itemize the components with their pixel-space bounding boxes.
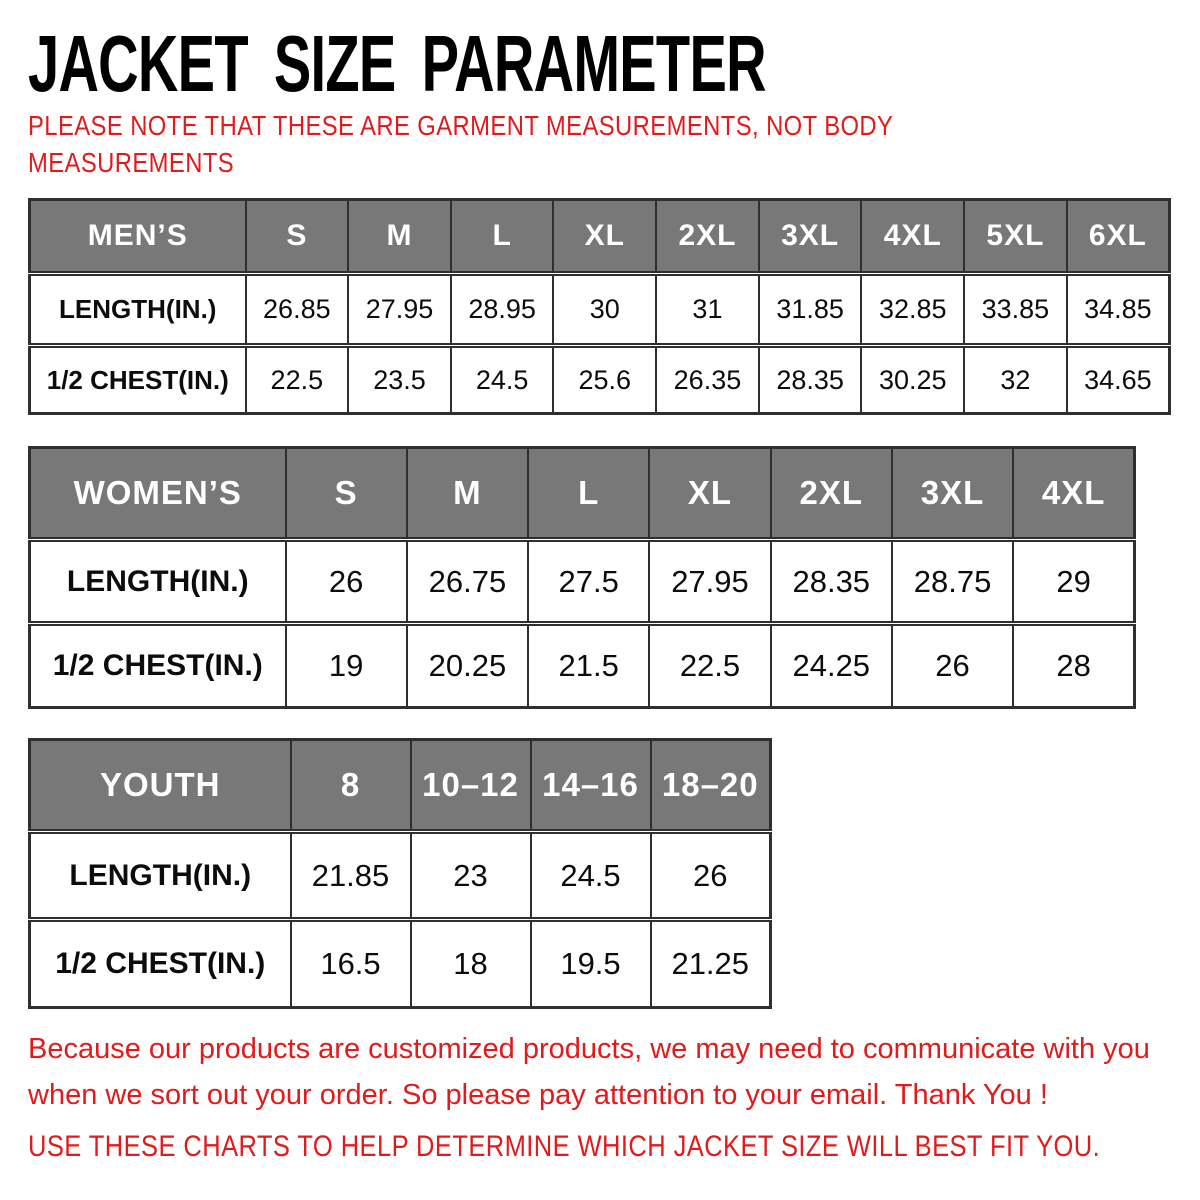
- value-cell: 24.25: [769, 621, 893, 709]
- header-cell: 14–16: [529, 738, 652, 833]
- header-cell: 10–12: [409, 738, 532, 833]
- value-cell: 27.95: [648, 537, 772, 625]
- header-cell: 18–20: [649, 738, 772, 833]
- womens-header-row: WOMEN’S S M L XL 2XL 3XL 4XL: [28, 446, 1136, 541]
- value-cell: 28.95: [449, 271, 555, 347]
- header-cell: XL: [552, 198, 658, 275]
- value-cell: 26: [649, 829, 772, 921]
- header-cell: M: [405, 446, 530, 541]
- mens-size-table: MEN’S S M L XL 2XL 3XL 4XL 5XL 6XL LENGT…: [28, 198, 1171, 415]
- value-cell: 27.5: [527, 537, 651, 625]
- value-cell: 33.85: [963, 271, 1068, 347]
- value-cell: 34.65: [1065, 343, 1171, 415]
- row-label: 1/2 CHEST(IN.): [28, 917, 292, 1009]
- header-cell: L: [449, 198, 555, 275]
- value-cell: 28.75: [890, 537, 1015, 625]
- value-cell: 24.5: [449, 343, 555, 415]
- header-cell: M: [347, 198, 452, 275]
- header-cell: 6XL: [1065, 198, 1171, 275]
- table-row: LENGTH(IN.) 21.85 23 24.5 26: [28, 829, 772, 921]
- value-cell: 23: [409, 829, 532, 921]
- value-cell: 28.35: [769, 537, 893, 625]
- value-cell: 20.25: [405, 621, 530, 709]
- row-label: LENGTH(IN.): [28, 537, 287, 625]
- value-cell: 22.5: [244, 343, 350, 415]
- value-cell: 31: [655, 271, 760, 347]
- value-cell: 26.85: [244, 271, 350, 347]
- value-cell: 21.25: [649, 917, 772, 1009]
- value-cell: 31.85: [757, 271, 863, 347]
- header-cell: MEN’S: [28, 198, 247, 275]
- value-cell: 21.85: [289, 829, 412, 921]
- value-cell: 26: [284, 537, 408, 625]
- header-cell: 2XL: [655, 198, 760, 275]
- value-cell: 26: [890, 621, 1015, 709]
- value-cell: 26.35: [655, 343, 760, 415]
- value-cell: 22.5: [648, 621, 772, 709]
- value-cell: 18: [409, 917, 532, 1009]
- youth-size-table: YOUTH 8 10–12 14–16 18–20 LENGTH(IN.) 21…: [28, 738, 772, 1009]
- header-cell: S: [284, 446, 408, 541]
- value-cell: 30.25: [860, 343, 966, 415]
- header-cell: 8: [289, 738, 412, 833]
- fit-instruction: USE THESE CHARTS TO HELP DETERMINE WHICH…: [28, 1130, 1101, 1163]
- header-cell: 3XL: [757, 198, 863, 275]
- header-cell: 5XL: [963, 198, 1068, 275]
- header-cell: WOMEN’S: [28, 446, 287, 541]
- header-cell: S: [244, 198, 350, 275]
- mens-header-row: MEN’S S M L XL 2XL 3XL 4XL 5XL 6XL: [28, 198, 1171, 275]
- youth-header-row: YOUTH 8 10–12 14–16 18–20: [28, 738, 772, 833]
- header-cell: 2XL: [769, 446, 893, 541]
- value-cell: 25.6: [552, 343, 658, 415]
- page-title: JACKET SIZE PARAMETER: [28, 19, 767, 108]
- row-label: LENGTH(IN.): [28, 829, 292, 921]
- value-cell: 23.5: [347, 343, 452, 415]
- value-cell: 28.35: [757, 343, 863, 415]
- value-cell: 16.5: [289, 917, 412, 1009]
- value-cell: 24.5: [529, 829, 652, 921]
- table-row: 1/2 CHEST(IN.) 19 20.25 21.5 22.5 24.25 …: [28, 621, 1136, 709]
- value-cell: 32.85: [860, 271, 966, 347]
- womens-size-table: WOMEN’S S M L XL 2XL 3XL 4XL LENGTH(IN.)…: [28, 446, 1136, 709]
- table-row: 1/2 CHEST(IN.) 16.5 18 19.5 21.25: [28, 917, 772, 1009]
- value-cell: 26.75: [405, 537, 530, 625]
- customization-notice: Because our products are customized prod…: [28, 1033, 1150, 1112]
- value-cell: 29: [1012, 537, 1136, 625]
- garment-measurement-note: PLEASE NOTE THAT THESE ARE GARMENT MEASU…: [28, 110, 893, 178]
- value-cell: 34.85: [1065, 271, 1171, 347]
- value-cell: 28: [1012, 621, 1136, 709]
- header-cell: L: [527, 446, 651, 541]
- row-label: 1/2 CHEST(IN.): [28, 621, 287, 709]
- value-cell: 19: [284, 621, 408, 709]
- row-label: LENGTH(IN.): [28, 271, 247, 347]
- header-cell: 4XL: [1012, 446, 1136, 541]
- value-cell: 30: [552, 271, 658, 347]
- header-cell: XL: [648, 446, 772, 541]
- header-cell: 3XL: [890, 446, 1015, 541]
- table-row: LENGTH(IN.) 26.85 27.95 28.95 30 31 31.8…: [28, 271, 1171, 347]
- value-cell: 19.5: [529, 917, 652, 1009]
- table-row: 1/2 CHEST(IN.) 22.5 23.5 24.5 25.6 26.35…: [28, 343, 1171, 415]
- value-cell: 21.5: [527, 621, 651, 709]
- value-cell: 27.95: [347, 271, 452, 347]
- table-row: LENGTH(IN.) 26 26.75 27.5 27.95 28.35 28…: [28, 537, 1136, 625]
- header-cell: 4XL: [860, 198, 966, 275]
- row-label: 1/2 CHEST(IN.): [28, 343, 247, 415]
- value-cell: 32: [963, 343, 1068, 415]
- header-cell: YOUTH: [28, 738, 292, 833]
